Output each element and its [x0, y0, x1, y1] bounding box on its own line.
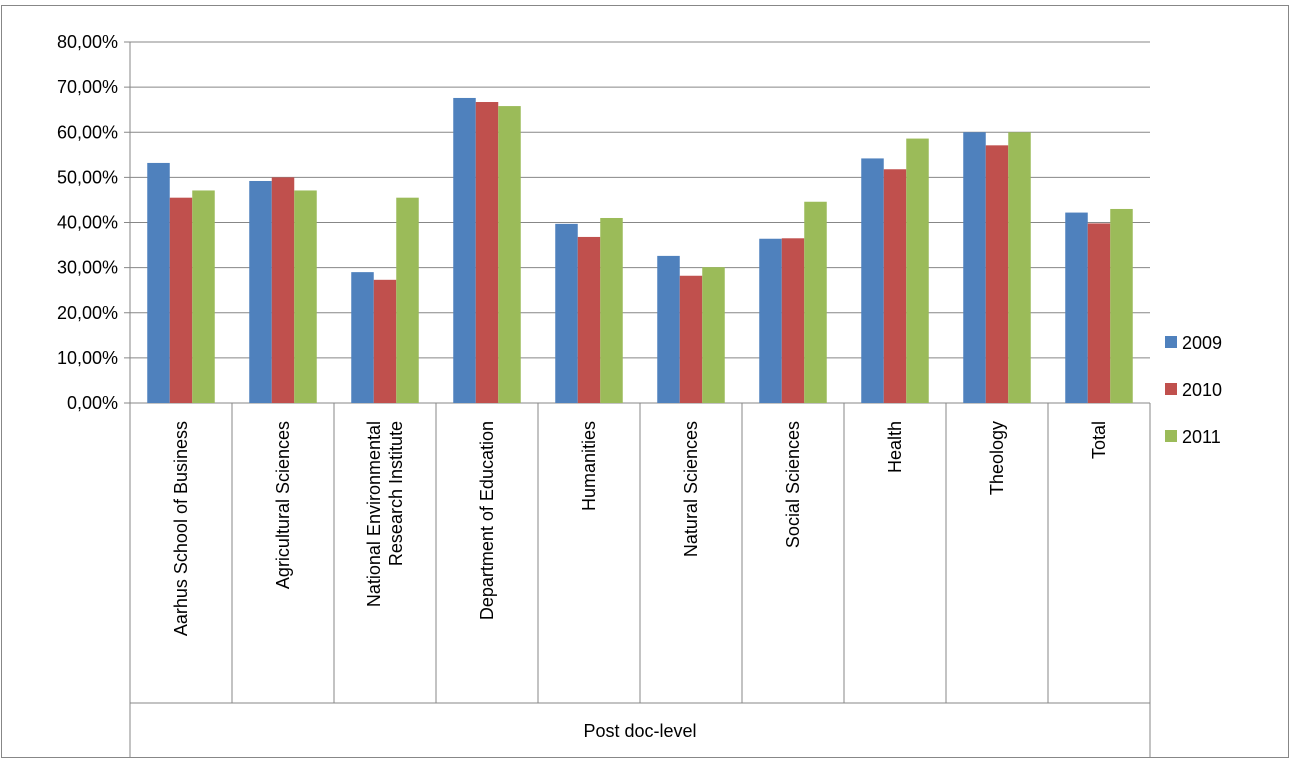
category-label: Aarhus School of Business [171, 421, 191, 636]
legend-label-2009: 2009 [1182, 333, 1222, 353]
bar-2011 [192, 190, 215, 403]
bar-2009 [861, 158, 884, 403]
bar-2009 [759, 238, 782, 403]
category-label: Research Institute [386, 421, 406, 566]
category-label: Department of Education [477, 421, 497, 620]
bar-2010 [271, 177, 295, 403]
y-tick-label: 0,00% [67, 393, 118, 413]
y-tick-label: 20,00% [57, 303, 118, 323]
legend-swatch-2009 [1165, 336, 1177, 348]
bar-2009 [1065, 212, 1088, 403]
bar-2009 [453, 97, 476, 403]
bar-2011 [600, 217, 623, 403]
y-tick-label: 40,00% [57, 213, 118, 233]
y-tick-label: 80,00% [57, 32, 118, 52]
category-label: Natural Sciences [681, 421, 701, 557]
legend-label-2010: 2010 [1182, 380, 1222, 400]
bar-2011 [1008, 132, 1031, 403]
legend-swatch-2011 [1165, 430, 1177, 442]
category-label: Humanities [579, 421, 599, 511]
category-label: Theology [987, 421, 1007, 495]
y-tick-label: 60,00% [57, 122, 118, 142]
category-label: Agricultural Sciences [273, 421, 293, 589]
bar-2010 [781, 238, 805, 403]
bar-2011 [294, 190, 317, 403]
bar-2009 [249, 180, 272, 403]
y-tick-label: 10,00% [57, 348, 118, 368]
y-tick-label: 70,00% [57, 77, 118, 97]
bar-2009 [657, 255, 680, 403]
category-label: Health [885, 421, 905, 473]
category-label: Total [1089, 421, 1109, 459]
bar-2010 [475, 102, 499, 404]
category-label: Social Sciences [783, 421, 803, 548]
y-tick-label: 50,00% [57, 167, 118, 187]
bar-2010 [577, 236, 601, 403]
bar-2010 [1087, 223, 1111, 403]
bar-2009 [147, 162, 170, 403]
group-label: Post doc-level [583, 721, 696, 741]
y-tick-label: 30,00% [57, 258, 118, 278]
legend-label-2011: 2011 [1182, 427, 1221, 447]
bar-2009 [351, 272, 374, 403]
bar-2011 [804, 201, 827, 403]
bar-2011 [498, 106, 521, 403]
bar-2011 [702, 267, 725, 403]
legend-swatch-2010 [1165, 383, 1177, 395]
bar-2011 [906, 138, 929, 403]
bar-2010 [883, 169, 907, 403]
category-label: National Environmental [364, 421, 384, 607]
bar-2009 [963, 132, 986, 403]
bar-2009 [555, 223, 578, 403]
bar-2011 [1110, 208, 1133, 403]
bar-2010 [679, 275, 703, 403]
bar-2010 [373, 279, 397, 403]
bar-2010 [985, 145, 1009, 403]
bar-2010 [169, 197, 193, 403]
bar-2011 [396, 197, 419, 403]
